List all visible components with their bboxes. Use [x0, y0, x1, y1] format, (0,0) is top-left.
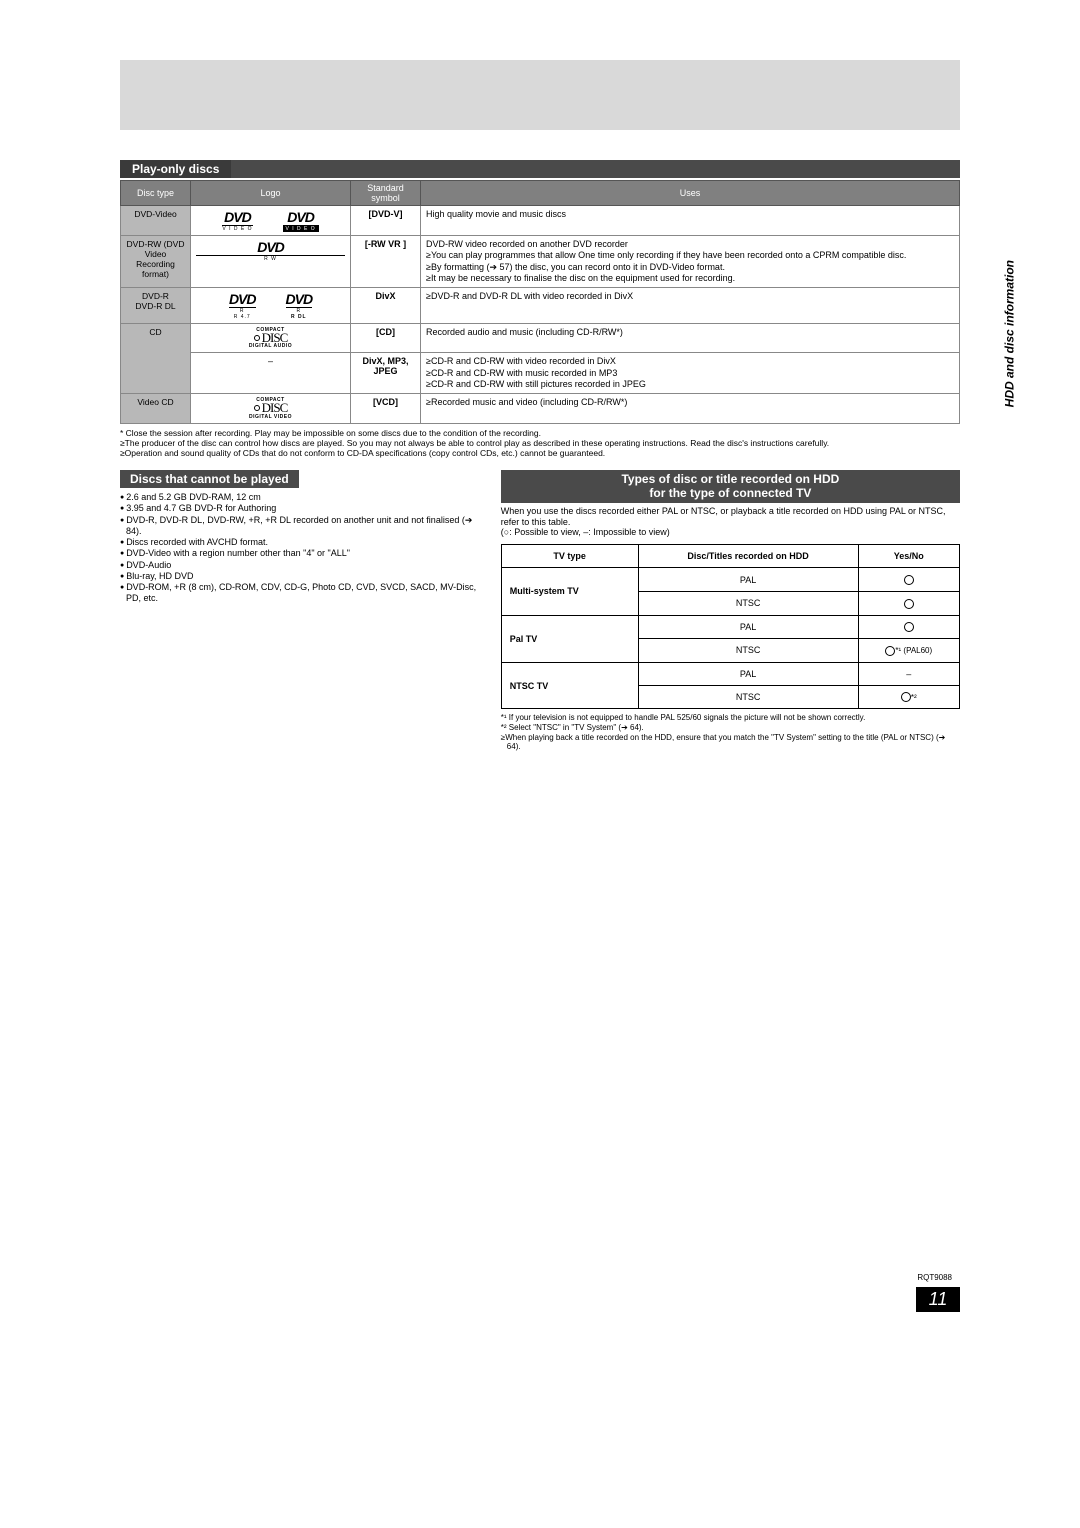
th-disctype: Disc type [121, 181, 191, 206]
list-item: Blu-ray, HD DVD [120, 571, 481, 582]
tv-table: TV type Disc/Titles recorded on HDD Yes/… [501, 544, 960, 709]
cell-uses: DVD-RW video recorded on another DVD rec… [421, 236, 960, 288]
tv-cell: NTSC [638, 591, 858, 615]
rqt-code: RQT9088 [917, 1273, 952, 1282]
tv-cell: – [858, 662, 959, 685]
footnote: ≥The producer of the disc can control ho… [120, 438, 960, 448]
tv-intro: When you use the discs recorded either P… [501, 506, 960, 538]
tv-footnote: ≥When playing back a title recorded on t… [501, 733, 960, 752]
cell-standard: DivX, MP3, JPEG [351, 353, 421, 394]
tv-row-pal: Pal TV [501, 615, 638, 662]
cell-standard: [CD] [351, 324, 421, 353]
tv-row-multi: Multi-system TV [501, 568, 638, 615]
cell-logo: COMPACT DISC DIGITAL AUDIO [191, 324, 351, 353]
page-number: 11 [916, 1287, 960, 1312]
section-play-only-title: Play-only discs [120, 160, 231, 178]
section3-l1: Types of disc or title recorded on HDD [501, 472, 960, 486]
cell-logo: DVDRR 4.7 DVDRR DL [191, 288, 351, 324]
list-item: DVD-Video with a region number other tha… [120, 548, 481, 559]
tv-cell: *¹ (PAL60) [858, 639, 959, 663]
footnote: * Close the session after recording. Pla… [120, 428, 960, 438]
tv-cell [858, 568, 959, 592]
tv-cell: PAL [638, 568, 858, 592]
list-item: 2.6 and 5.2 GB DVD-RAM, 12 cm [120, 492, 481, 503]
cell-disctype: DVD-R DVD-R DL [121, 288, 191, 324]
list-item: DVD-Audio [120, 560, 481, 571]
cell-disctype: CD [121, 324, 191, 394]
footnote: ≥Operation and sound quality of CDs that… [120, 448, 960, 458]
tv-th-type: TV type [501, 545, 638, 568]
disc-table: Disc type Logo Standard symbol Uses DVD-… [120, 180, 960, 424]
cell-logo: DVDR W [191, 236, 351, 288]
footnotes: * Close the session after recording. Pla… [120, 428, 960, 459]
cell-uses: ≥Recorded music and video (including CD-… [421, 394, 960, 423]
tv-row-ntsc: NTSC TV [501, 662, 638, 709]
tv-th-disc: Disc/Titles recorded on HDD [638, 545, 858, 568]
tv-cell [858, 615, 959, 639]
cell-standard: [-RW VR ] [351, 236, 421, 288]
list-item: DVD-R, DVD-R DL, DVD-RW, +R, +R DL recor… [120, 515, 481, 538]
tv-cell: PAL [638, 662, 858, 685]
tv-cell: NTSC [638, 685, 858, 709]
tv-footnote: *¹ If your television is not equipped to… [501, 713, 960, 723]
section-play-only: Play-only discs [120, 160, 960, 178]
cannot-list: 2.6 and 5.2 GB DVD-RAM, 12 cm 3.95 and 4… [120, 492, 481, 605]
cell-uses: High quality movie and music discs [421, 206, 960, 236]
tv-cell: NTSC [638, 639, 858, 663]
cell-disctype: DVD-Video [121, 206, 191, 236]
side-label: HDD and disc information [1002, 260, 1016, 407]
cell-disctype: DVD-RW (DVD Video Recording format) [121, 236, 191, 288]
cell-uses: ≥CD-R and CD-RW with video recorded in D… [421, 353, 960, 394]
list-item: Discs recorded with AVCHD format. [120, 537, 481, 548]
header-band [120, 60, 960, 130]
th-logo: Logo [191, 181, 351, 206]
section-tv-types: Types of disc or title recorded on HDD f… [501, 470, 960, 503]
section-cannot-play: Discs that cannot be played [120, 470, 299, 488]
cell-disctype: Video CD [121, 394, 191, 423]
tv-th-yn: Yes/No [858, 545, 959, 568]
list-item: 3.95 and 4.7 GB DVD-R for Authoring [120, 503, 481, 514]
cell-logo: DVDV I D E O DVDV I D E O [191, 206, 351, 236]
tv-footnotes: *¹ If your television is not equipped to… [501, 713, 960, 751]
tv-footnote: *² Select "NTSC" in "TV System" (➔ 64). [501, 723, 960, 733]
cell-standard: [VCD] [351, 394, 421, 423]
cell-uses: Recorded audio and music (including CD-R… [421, 324, 960, 353]
cell-standard: DivX [351, 288, 421, 324]
section3-l2: for the type of connected TV [501, 486, 960, 500]
cell-logo: COMPACT DISC DIGITAL VIDEO [191, 394, 351, 423]
th-uses: Uses [421, 181, 960, 206]
list-item: DVD-ROM, +R (8 cm), CD-ROM, CDV, CD-G, P… [120, 582, 481, 605]
cell-logo: – [191, 353, 351, 394]
th-standard: Standard symbol [351, 181, 421, 206]
tv-cell [858, 591, 959, 615]
tv-cell: PAL [638, 615, 858, 639]
cell-uses: ≥DVD-R and DVD-R DL with video recorded … [421, 288, 960, 324]
tv-cell: *² [858, 685, 959, 709]
cell-standard: [DVD-V] [351, 206, 421, 236]
